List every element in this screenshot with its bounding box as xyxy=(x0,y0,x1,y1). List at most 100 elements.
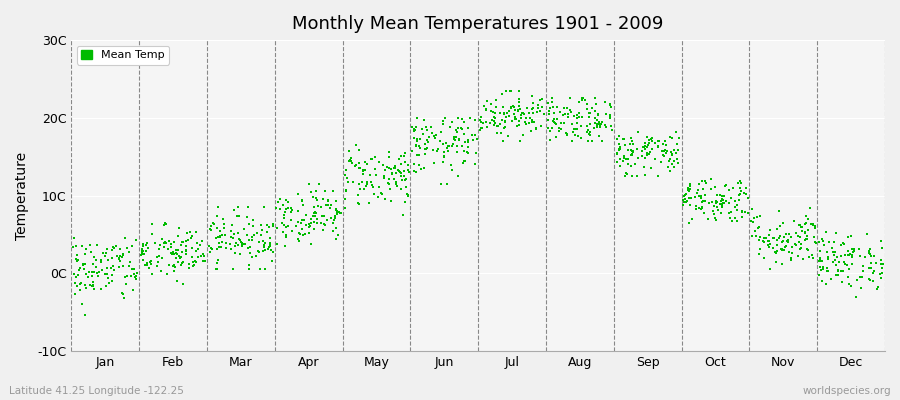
Point xyxy=(206,220,220,226)
Point xyxy=(302,181,316,187)
Point xyxy=(488,115,502,122)
Point xyxy=(642,139,656,146)
Point xyxy=(525,106,539,112)
Point xyxy=(498,119,512,126)
Point xyxy=(99,265,113,271)
Point xyxy=(70,252,85,258)
Point xyxy=(382,149,396,156)
Point xyxy=(122,248,136,255)
Point xyxy=(591,112,606,118)
Point xyxy=(291,208,305,215)
Point xyxy=(834,268,849,274)
Point xyxy=(714,210,728,216)
Point xyxy=(770,225,784,232)
Point xyxy=(122,263,136,270)
Point xyxy=(701,216,716,222)
Point xyxy=(413,144,428,151)
Point xyxy=(772,208,787,214)
Point xyxy=(816,237,831,244)
Point xyxy=(709,199,724,206)
Point xyxy=(821,256,835,262)
Point xyxy=(498,118,512,124)
Point xyxy=(393,170,408,177)
Point xyxy=(500,88,514,94)
Point xyxy=(278,209,293,216)
Point xyxy=(812,239,826,245)
Point xyxy=(318,222,332,228)
Point xyxy=(310,216,324,222)
Point xyxy=(174,262,188,268)
Point xyxy=(792,222,806,228)
Point xyxy=(440,181,454,187)
Point xyxy=(507,104,521,110)
Point xyxy=(676,196,690,203)
Point xyxy=(323,214,338,221)
Point xyxy=(398,159,412,166)
Point xyxy=(86,269,101,276)
Point xyxy=(775,261,789,267)
Point xyxy=(71,257,86,264)
Point xyxy=(67,271,81,277)
Point xyxy=(576,95,590,102)
Point xyxy=(847,248,861,254)
Point xyxy=(178,248,193,254)
Point xyxy=(409,143,423,149)
Point xyxy=(621,161,635,167)
Point xyxy=(591,132,606,139)
Point xyxy=(328,214,342,221)
Point xyxy=(483,120,498,126)
Point xyxy=(639,134,653,140)
Point xyxy=(436,120,450,127)
Point xyxy=(781,239,796,246)
Point xyxy=(166,262,181,269)
Point xyxy=(813,264,827,270)
Point xyxy=(734,180,748,186)
Point xyxy=(105,278,120,284)
Point xyxy=(422,134,436,140)
Point xyxy=(79,271,94,278)
Point xyxy=(242,220,256,227)
Point xyxy=(291,236,305,242)
Point xyxy=(569,126,583,132)
Point xyxy=(185,245,200,251)
Point xyxy=(667,158,681,165)
Point xyxy=(644,138,659,144)
Point xyxy=(76,261,90,267)
Point xyxy=(204,223,219,230)
Point xyxy=(142,259,157,265)
Point xyxy=(503,88,517,94)
Point xyxy=(744,206,759,212)
Point xyxy=(246,217,260,223)
Point xyxy=(214,239,229,245)
Point xyxy=(75,243,89,249)
Point xyxy=(344,155,358,161)
Point xyxy=(124,266,139,272)
Point xyxy=(719,182,733,188)
Point xyxy=(166,262,180,269)
Point xyxy=(800,246,814,252)
Point xyxy=(382,181,396,188)
Point xyxy=(813,248,827,254)
Point xyxy=(69,258,84,264)
Point xyxy=(715,196,729,202)
Point xyxy=(210,213,224,220)
Point xyxy=(212,240,227,246)
Point xyxy=(815,265,830,272)
Point xyxy=(567,125,581,132)
Point xyxy=(500,114,514,121)
Point xyxy=(360,180,374,187)
Point xyxy=(426,147,440,153)
Point xyxy=(717,200,732,206)
Point xyxy=(602,100,616,107)
Point xyxy=(762,244,777,250)
Point xyxy=(651,144,665,150)
Point xyxy=(372,158,386,165)
Point xyxy=(136,256,150,263)
Point xyxy=(89,242,104,249)
Point xyxy=(518,115,533,122)
Point xyxy=(858,254,872,260)
Point xyxy=(271,199,285,205)
Point xyxy=(154,268,168,274)
Point xyxy=(869,260,884,266)
Point xyxy=(141,265,156,271)
